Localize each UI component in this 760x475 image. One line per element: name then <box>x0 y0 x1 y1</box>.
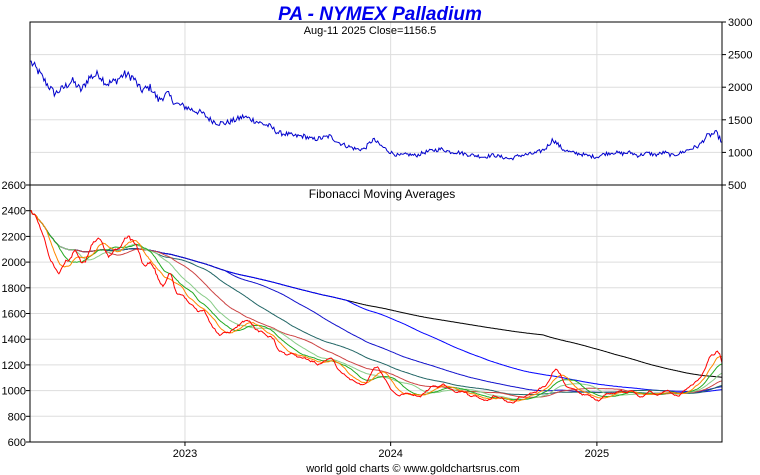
moving-average-line-13 <box>30 210 723 398</box>
bottom-panel-grid <box>30 185 722 442</box>
moving-average-line-34 <box>30 210 723 394</box>
x-axis: 2023 2024 2025 <box>173 442 609 460</box>
y-tick-label-bottom: 2400 <box>2 206 26 218</box>
y-tick-label-bottom: 1800 <box>2 283 26 295</box>
top-y-axis: 500 1000 1500 2000 2500 3000 <box>722 17 752 192</box>
bottom-panel-title: Fibonacci Moving Averages <box>309 187 456 201</box>
price-series <box>30 60 723 161</box>
x-tick-label: 2025 <box>585 448 609 460</box>
y-tick-label-bottom: 1600 <box>2 309 26 321</box>
y-tick-label-bottom: 1400 <box>2 334 26 346</box>
y-tick-label-bottom: 2600 <box>2 180 26 192</box>
moving-average-line-3 <box>30 210 723 402</box>
chart-subtitle: Aug-11 2025 Close=1156.5 <box>304 25 437 37</box>
top-panel-frame <box>29 21 723 186</box>
y-tick-label-bottom: 2200 <box>2 231 26 243</box>
y-tick-label-top: 500 <box>728 180 746 192</box>
footer-credit: world gold charts © www.goldchartsrus.co… <box>305 463 520 475</box>
y-tick-label-top: 1000 <box>728 147 752 159</box>
y-tick-label-top: 3000 <box>728 17 752 29</box>
top-panel-grid <box>30 22 722 185</box>
y-tick-label-bottom: 600 <box>8 437 26 449</box>
y-tick-label-top: 2500 <box>728 50 752 62</box>
y-tick-label-bottom: 1000 <box>2 386 26 398</box>
chart-title: PA - NYMEX Palladium <box>278 4 482 25</box>
price-line <box>30 60 723 161</box>
moving-average-line-89 <box>30 210 723 378</box>
x-tick-label: 2024 <box>378 448 402 460</box>
moving-average-line-8 <box>30 210 723 400</box>
y-tick-label-bottom: 800 <box>8 411 26 423</box>
x-tick-label: 2023 <box>173 448 197 460</box>
y-tick-label-top: 1500 <box>728 115 752 127</box>
y-tick-label-bottom: 1200 <box>2 360 26 372</box>
moving-average-line-5 <box>30 210 723 401</box>
moving-average-line-1 <box>30 210 723 404</box>
y-tick-label-top: 2000 <box>728 82 752 94</box>
moving-average-series <box>30 210 723 404</box>
bottom-y-axis: 600 800 1000 1200 1400 1600 1800 2000 2200 2400 26… <box>2 180 30 449</box>
y-tick-label-bottom: 2000 <box>2 257 26 269</box>
